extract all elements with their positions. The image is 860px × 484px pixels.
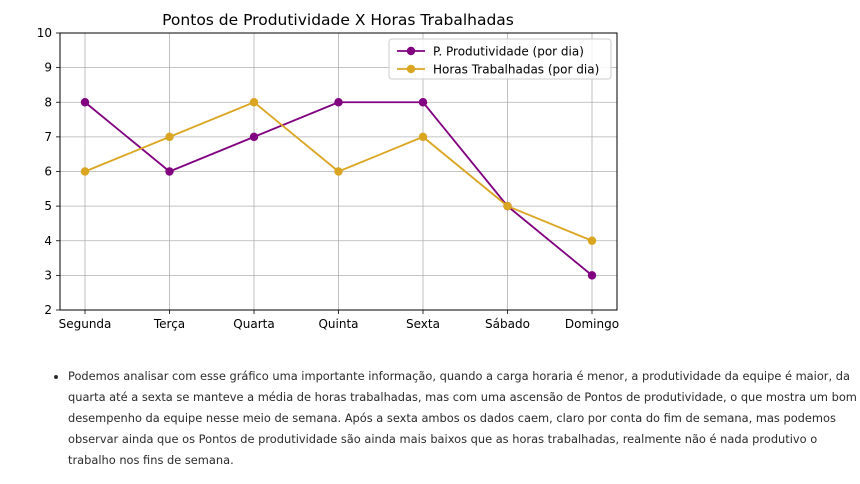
analysis-note: Podemos analisar com esse gráfico uma im… — [68, 366, 858, 471]
y-tick-label: 3 — [44, 268, 52, 282]
y-tick-label: 10 — [37, 26, 52, 40]
series-1-point — [249, 132, 259, 142]
series-1-point — [334, 98, 343, 107]
x-tick-label: Quinta — [318, 317, 358, 331]
series-2-point — [165, 132, 174, 142]
y-tick-label: 6 — [44, 165, 52, 179]
legend-marker-1 — [406, 46, 416, 56]
series-2-point — [587, 236, 597, 245]
x-tick-label: Segunda — [59, 317, 112, 331]
series-2-point — [334, 167, 343, 176]
series-1-point — [418, 98, 428, 107]
axis-ticks: Segunda Terça Quarta Quinta Sexta Sábado Domin… — [37, 26, 619, 331]
chart-title: Pontos de Produtividade X Horas Trabalha… — [162, 11, 514, 29]
y-tick-label: 7 — [44, 130, 52, 144]
y-tick-label: 9 — [44, 61, 52, 75]
y-tick-label: 2 — [44, 303, 52, 317]
analysis-notes: Podemos analisar com esse gráfico uma im… — [50, 366, 858, 471]
y-tick-label: 4 — [44, 234, 52, 248]
series-2-point — [80, 167, 90, 176]
legend: P. Produtividade (por dia) Horas Trabalha… — [388, 38, 612, 80]
series-1-point — [80, 98, 90, 107]
x-tick-label: Sábado — [485, 317, 530, 331]
series-2-point — [503, 201, 512, 211]
x-tick-label: Sexta — [406, 317, 440, 331]
x-tick-label: Quarta — [233, 317, 274, 331]
series-2-point — [418, 132, 428, 142]
y-tick-label: 8 — [44, 95, 52, 109]
line-chart: Pontos de Produtividade X Horas Trabalha… — [37, 11, 619, 331]
series — [80, 98, 597, 280]
legend-box — [388, 38, 612, 80]
series-2-point — [249, 98, 259, 107]
legend-marker-2 — [406, 64, 416, 74]
y-tick-label: 5 — [44, 199, 52, 213]
x-tick-label: Domingo — [565, 317, 619, 331]
x-tick-label: Terça — [153, 317, 185, 331]
legend-label-1: P. Produtividade (por dia) — [433, 45, 584, 59]
legend-label-2: Horas Trabalhadas (por dia) — [433, 63, 599, 77]
series-1-point — [587, 271, 597, 280]
series-1-point — [165, 167, 174, 176]
